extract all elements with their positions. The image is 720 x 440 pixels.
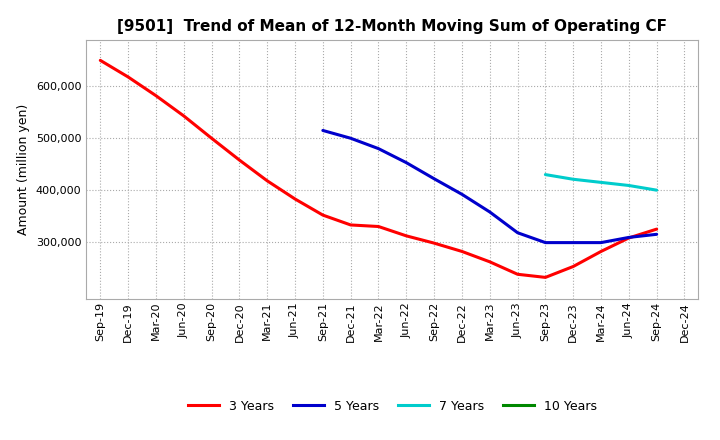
7 Years [541, 172, 550, 177]
3 Years [624, 235, 633, 241]
Title: [9501]  Trend of Mean of 12-Month Moving Sum of Operating CF: [9501] Trend of Mean of 12-Month Moving … [117, 19, 667, 34]
3 Years [179, 113, 188, 118]
5 Years [430, 176, 438, 181]
5 Years [346, 136, 355, 141]
5 Years [624, 235, 633, 240]
5 Years [541, 240, 550, 245]
3 Years [569, 264, 577, 269]
5 Years [597, 240, 606, 245]
3 Years [485, 259, 494, 264]
7 Years [624, 183, 633, 188]
7 Years [569, 176, 577, 182]
3 Years [513, 271, 522, 277]
3 Years [374, 224, 383, 229]
5 Years [652, 231, 661, 237]
3 Years [652, 227, 661, 232]
3 Years [346, 222, 355, 227]
Line: 3 Years: 3 Years [100, 60, 657, 277]
3 Years [402, 233, 410, 238]
Line: 5 Years: 5 Years [323, 130, 657, 242]
3 Years [124, 74, 132, 80]
3 Years [318, 213, 327, 218]
Y-axis label: Amount (million yen): Amount (million yen) [17, 104, 30, 235]
3 Years [96, 58, 104, 63]
3 Years [541, 275, 550, 280]
Line: 7 Years: 7 Years [546, 175, 657, 190]
3 Years [430, 241, 438, 246]
5 Years [458, 192, 467, 197]
3 Years [263, 178, 271, 183]
3 Years [152, 93, 161, 98]
5 Years [485, 209, 494, 215]
3 Years [235, 158, 243, 163]
5 Years [374, 146, 383, 151]
3 Years [597, 249, 606, 254]
3 Years [291, 196, 300, 202]
Legend: 3 Years, 5 Years, 7 Years, 10 Years: 3 Years, 5 Years, 7 Years, 10 Years [183, 395, 602, 418]
3 Years [458, 249, 467, 254]
7 Years [652, 187, 661, 193]
5 Years [569, 240, 577, 245]
7 Years [597, 180, 606, 185]
3 Years [207, 136, 216, 141]
5 Years [513, 230, 522, 235]
5 Years [318, 128, 327, 133]
5 Years [402, 160, 410, 165]
